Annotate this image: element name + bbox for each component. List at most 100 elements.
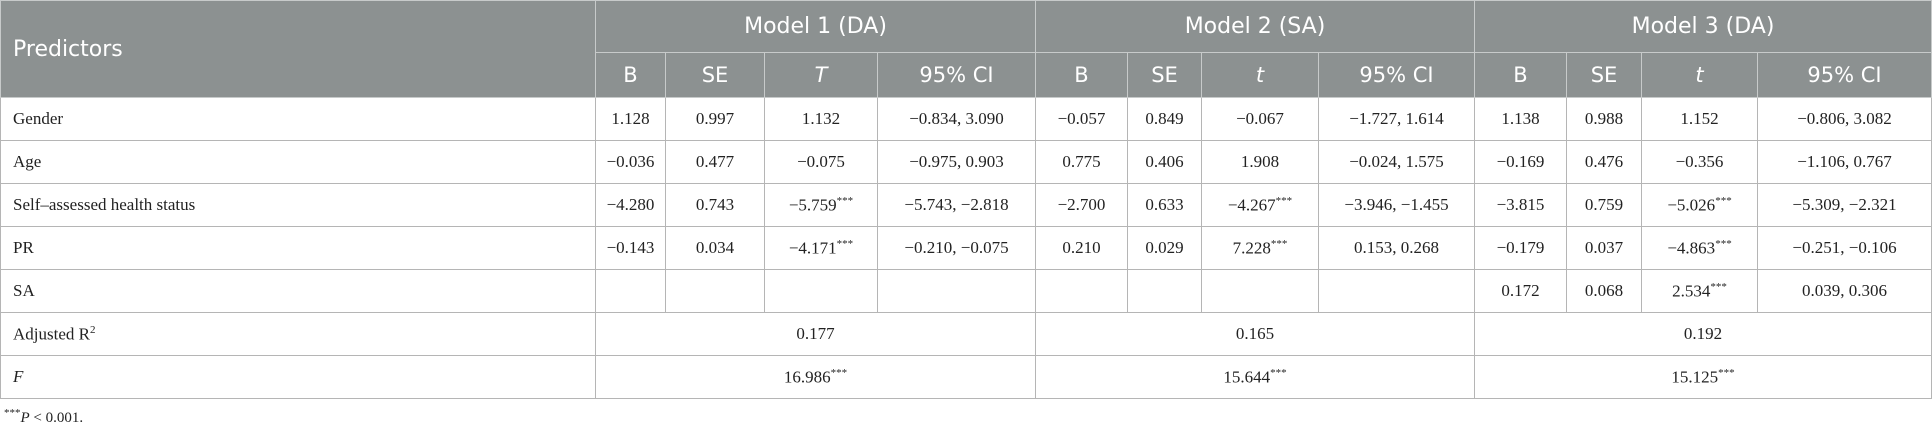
fit-value: 15.125*** <box>1474 355 1932 399</box>
significance: *** <box>1270 237 1288 250</box>
significance: *** <box>836 237 854 250</box>
row-label: SA <box>0 269 596 313</box>
cell-value: 7.228 <box>1232 238 1271 258</box>
cell: −0.169 <box>1474 140 1568 184</box>
cell: 0.029 <box>1127 226 1202 270</box>
significance: *** <box>830 366 848 379</box>
cell: 0.068 <box>1566 269 1643 313</box>
cell: 0.988 <box>1566 97 1643 141</box>
label-sup: 2 <box>89 323 96 336</box>
row: SA 0.172 0.068 2.534*** 0.039, 0.306 <box>0 269 1932 313</box>
cell <box>1201 269 1319 313</box>
row-label: Self–assessed health status <box>0 183 596 227</box>
significance: *** <box>1715 194 1732 207</box>
row-label: Adjusted R2 <box>0 312 596 356</box>
fit-row: Adjusted R2 0.177 0.165 0.192 <box>0 312 1932 356</box>
cell: 1.152 <box>1641 97 1759 141</box>
cell: 2.534*** <box>1641 269 1759 313</box>
row-label: Age <box>0 140 596 184</box>
fit-value: 0.192 <box>1474 312 1932 356</box>
column-header: 95% CI <box>1757 52 1932 98</box>
cell-value: 2.534 <box>1672 281 1711 301</box>
cell: 0.775 <box>1035 140 1128 184</box>
footnote-symbol: P <box>20 410 30 426</box>
column-header: SE <box>665 52 765 98</box>
row: Self–assessed health status −4.280 0.743 −5… <box>0 183 1932 227</box>
label-text: F <box>13 367 24 386</box>
cell: 0.743 <box>665 183 765 227</box>
significance: *** <box>836 194 854 207</box>
column-header: 95% CI <box>877 52 1036 98</box>
significance: *** <box>1710 280 1727 293</box>
cell <box>764 269 878 313</box>
column-header: B <box>595 52 666 98</box>
cell: 0.406 <box>1127 140 1202 184</box>
cell: −5.743, −2.818 <box>877 183 1036 227</box>
cell: 1.908 <box>1201 140 1319 184</box>
fit-value: 16.986*** <box>595 355 1036 399</box>
fit-row: F 16.986*** 15.644*** 15.125*** <box>0 355 1932 399</box>
cell: 0.476 <box>1566 140 1643 184</box>
cell-value: 15.644 <box>1223 367 1271 387</box>
regression-table: Predictors Model 1 (DA) Model 2 (SA) Model… <box>0 0 1932 399</box>
cell <box>595 269 666 313</box>
cell: −0.075 <box>764 140 878 184</box>
cell: −5.309, −2.321 <box>1757 183 1932 227</box>
cell: 7.228*** <box>1201 226 1319 270</box>
row-label: F <box>0 355 596 399</box>
fit-value: 0.177 <box>595 312 1036 356</box>
cell-value: 15.125 <box>1671 367 1719 387</box>
model-header: Model 3 (DA) <box>1474 0 1932 53</box>
model-header: Model 1 (DA) <box>595 0 1036 53</box>
cell: −4.863*** <box>1641 226 1759 270</box>
column-header: t <box>1641 52 1759 98</box>
cell: −5.026*** <box>1641 183 1759 227</box>
cell-value: −4.171 <box>788 238 837 258</box>
column-header: B <box>1035 52 1128 98</box>
footnote-text: < 0.001. <box>29 410 84 426</box>
significance: *** <box>1718 366 1735 379</box>
cell-value: −4.863 <box>1667 238 1716 258</box>
cell-value: −5.026 <box>1667 195 1716 215</box>
footnote: ***P < 0.001. <box>0 399 1932 430</box>
column-header: SE <box>1566 52 1643 98</box>
significance: *** <box>1275 194 1293 207</box>
model-header: Model 2 (SA) <box>1034 0 1476 53</box>
cell: 0.210 <box>1035 226 1128 270</box>
cell: −0.024, 1.575 <box>1317 140 1476 184</box>
cell: 0.034 <box>665 226 765 270</box>
cell: −4.280 <box>595 183 666 227</box>
cell: −0.356 <box>1641 140 1759 184</box>
cell: −1.106, 0.767 <box>1757 140 1932 184</box>
cell: 0.153, 0.268 <box>1317 226 1476 270</box>
cell: −0.975, 0.903 <box>877 140 1036 184</box>
cell: −0.143 <box>595 226 666 270</box>
cell: −2.700 <box>1035 183 1128 227</box>
cell: −4.267*** <box>1201 183 1319 227</box>
cell: −0.834, 3.090 <box>877 97 1036 141</box>
row: Age −0.036 0.477 −0.075 −0.975, 0.903 0.775 0.… <box>0 140 1932 184</box>
cell: 0.759 <box>1566 183 1643 227</box>
fit-value: 0.165 <box>1034 312 1476 356</box>
cell: −0.251, −0.106 <box>1757 226 1932 270</box>
significance: *** <box>1270 366 1287 379</box>
row: PR −0.143 0.034 −4.171*** −0.210, −0.075 0.21… <box>0 226 1932 270</box>
cell: −0.806, 3.082 <box>1757 97 1932 141</box>
cell: 0.997 <box>665 97 765 141</box>
cell: 1.132 <box>764 97 878 141</box>
cell: 0.633 <box>1127 183 1202 227</box>
cell: −4.171*** <box>764 226 878 270</box>
cell: −0.057 <box>1035 97 1128 141</box>
cell: 0.477 <box>665 140 765 184</box>
cell-value: −5.759 <box>788 195 837 215</box>
cell: −3.946, −1.455 <box>1317 183 1476 227</box>
cell: −0.179 <box>1474 226 1568 270</box>
column-header: T <box>764 52 878 98</box>
cell: 1.128 <box>595 97 666 141</box>
cell: −5.759*** <box>764 183 878 227</box>
footnote-sig: *** <box>4 407 21 419</box>
cell <box>877 269 1036 313</box>
cell: 1.138 <box>1474 97 1568 141</box>
predictors-header: Predictors <box>0 0 596 98</box>
